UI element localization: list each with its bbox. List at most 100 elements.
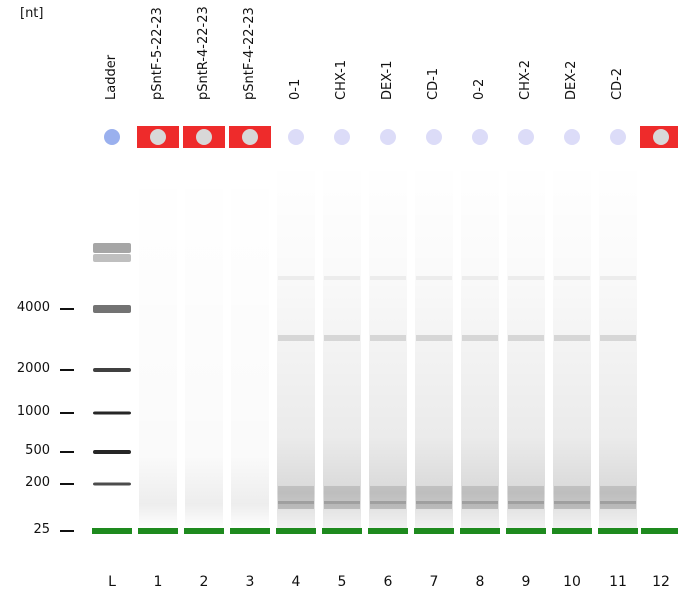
- lower-marker-band: [322, 528, 362, 534]
- sample-band: [324, 335, 360, 341]
- status-dot[interactable]: [334, 129, 350, 145]
- lane-number: 3: [245, 574, 255, 590]
- sample-band: [278, 501, 314, 509]
- lower-marker-band: [368, 528, 408, 534]
- lane-label: DEX-2: [564, 60, 579, 100]
- status-dot[interactable]: [426, 129, 442, 145]
- lane-number: 2: [199, 574, 209, 590]
- sample-band: [370, 501, 406, 509]
- sample-band: [508, 486, 544, 504]
- lane-label: DEX-1: [380, 60, 395, 100]
- lane-label: 0-2: [472, 78, 487, 100]
- sample-band: [324, 276, 360, 280]
- sample-band: [278, 276, 314, 280]
- lane-smear: [323, 160, 361, 530]
- lane-smear: [599, 160, 637, 530]
- size-marker-tick: [60, 530, 74, 532]
- status-dot[interactable]: [288, 129, 304, 145]
- lower-marker-band: [276, 528, 316, 534]
- lane-number: 1: [153, 574, 163, 590]
- lower-marker-band: [184, 528, 224, 534]
- sample-band: [600, 486, 636, 504]
- lane-label: CHX-1: [334, 59, 349, 100]
- lane-smear: [185, 160, 223, 530]
- sample-band: [600, 335, 636, 341]
- sample-band: [416, 335, 452, 341]
- lane-label: 0-1: [288, 78, 303, 100]
- sample-band: [416, 276, 452, 280]
- lane-number: 11: [609, 574, 627, 590]
- ladder-band: [93, 411, 131, 415]
- size-marker-label: 2000: [16, 361, 50, 376]
- size-marker-label: 25: [33, 522, 50, 537]
- status-dot[interactable]: [610, 129, 626, 145]
- lane-number: 8: [475, 574, 485, 590]
- lane-label: Ladder: [104, 54, 119, 100]
- sample-band: [508, 501, 544, 509]
- lane-label: CHX-2: [518, 59, 533, 100]
- status-dot: [150, 129, 166, 145]
- lower-marker-band: [598, 528, 638, 534]
- size-marker-label: 200: [25, 475, 50, 490]
- sample-band: [554, 335, 590, 341]
- status-dot[interactable]: [104, 129, 120, 145]
- lane-number: 10: [563, 574, 581, 590]
- size-marker-tick: [60, 308, 74, 310]
- lane-smear: [139, 160, 177, 530]
- lower-marker-band: [230, 528, 270, 534]
- sample-band: [370, 335, 406, 341]
- lane-number: L: [108, 574, 116, 590]
- ladder-band: [93, 305, 131, 313]
- sample-band: [508, 335, 544, 341]
- size-marker-tick: [60, 451, 74, 453]
- sample-band: [554, 486, 590, 504]
- sample-band: [416, 486, 452, 504]
- lane-label: pSntR-4-22-23: [196, 6, 211, 100]
- lane-number: 7: [429, 574, 439, 590]
- size-marker-tick: [60, 369, 74, 371]
- status-dot: [242, 129, 258, 145]
- status-dot[interactable]: [472, 129, 488, 145]
- status-dot: [196, 129, 212, 145]
- size-marker-label: 4000: [16, 300, 50, 315]
- lower-marker-band: [552, 528, 592, 534]
- size-marker-label: 1000: [16, 404, 50, 419]
- sample-band: [278, 486, 314, 504]
- lane-number: 4: [291, 574, 301, 590]
- lane-smear: [553, 160, 591, 530]
- sample-band: [462, 501, 498, 509]
- size-marker-tick: [60, 483, 74, 485]
- lower-marker-band: [138, 528, 178, 534]
- sample-band: [462, 335, 498, 341]
- size-marker-label: 500: [25, 443, 50, 458]
- lane-label: CD-2: [610, 67, 625, 100]
- ladder-band: [93, 368, 131, 372]
- sample-band: [416, 501, 452, 509]
- sample-band: [278, 335, 314, 341]
- lane-label: pSntF-5-22-23: [150, 7, 165, 100]
- sample-band: [324, 501, 360, 509]
- status-dot[interactable]: [564, 129, 580, 145]
- ladder-band: [93, 243, 131, 253]
- sample-band: [462, 486, 498, 504]
- ladder-band: [93, 482, 131, 486]
- sample-band: [600, 276, 636, 280]
- sample-band: [554, 501, 590, 509]
- sample-band: [324, 486, 360, 504]
- lane-smear: [369, 160, 407, 530]
- size-marker-tick: [60, 412, 74, 414]
- lane-number: 5: [337, 574, 347, 590]
- sample-band: [462, 276, 498, 280]
- status-dot: [653, 129, 669, 145]
- lower-marker-band: [506, 528, 546, 534]
- lower-marker-band: [460, 528, 500, 534]
- lane-smear: [231, 160, 269, 530]
- lane-smear: [461, 160, 499, 530]
- lane-smear: [415, 160, 453, 530]
- sample-band: [508, 276, 544, 280]
- status-dot[interactable]: [380, 129, 396, 145]
- lane-number: 12: [652, 574, 670, 590]
- lane-number: 6: [383, 574, 393, 590]
- status-dot[interactable]: [518, 129, 534, 145]
